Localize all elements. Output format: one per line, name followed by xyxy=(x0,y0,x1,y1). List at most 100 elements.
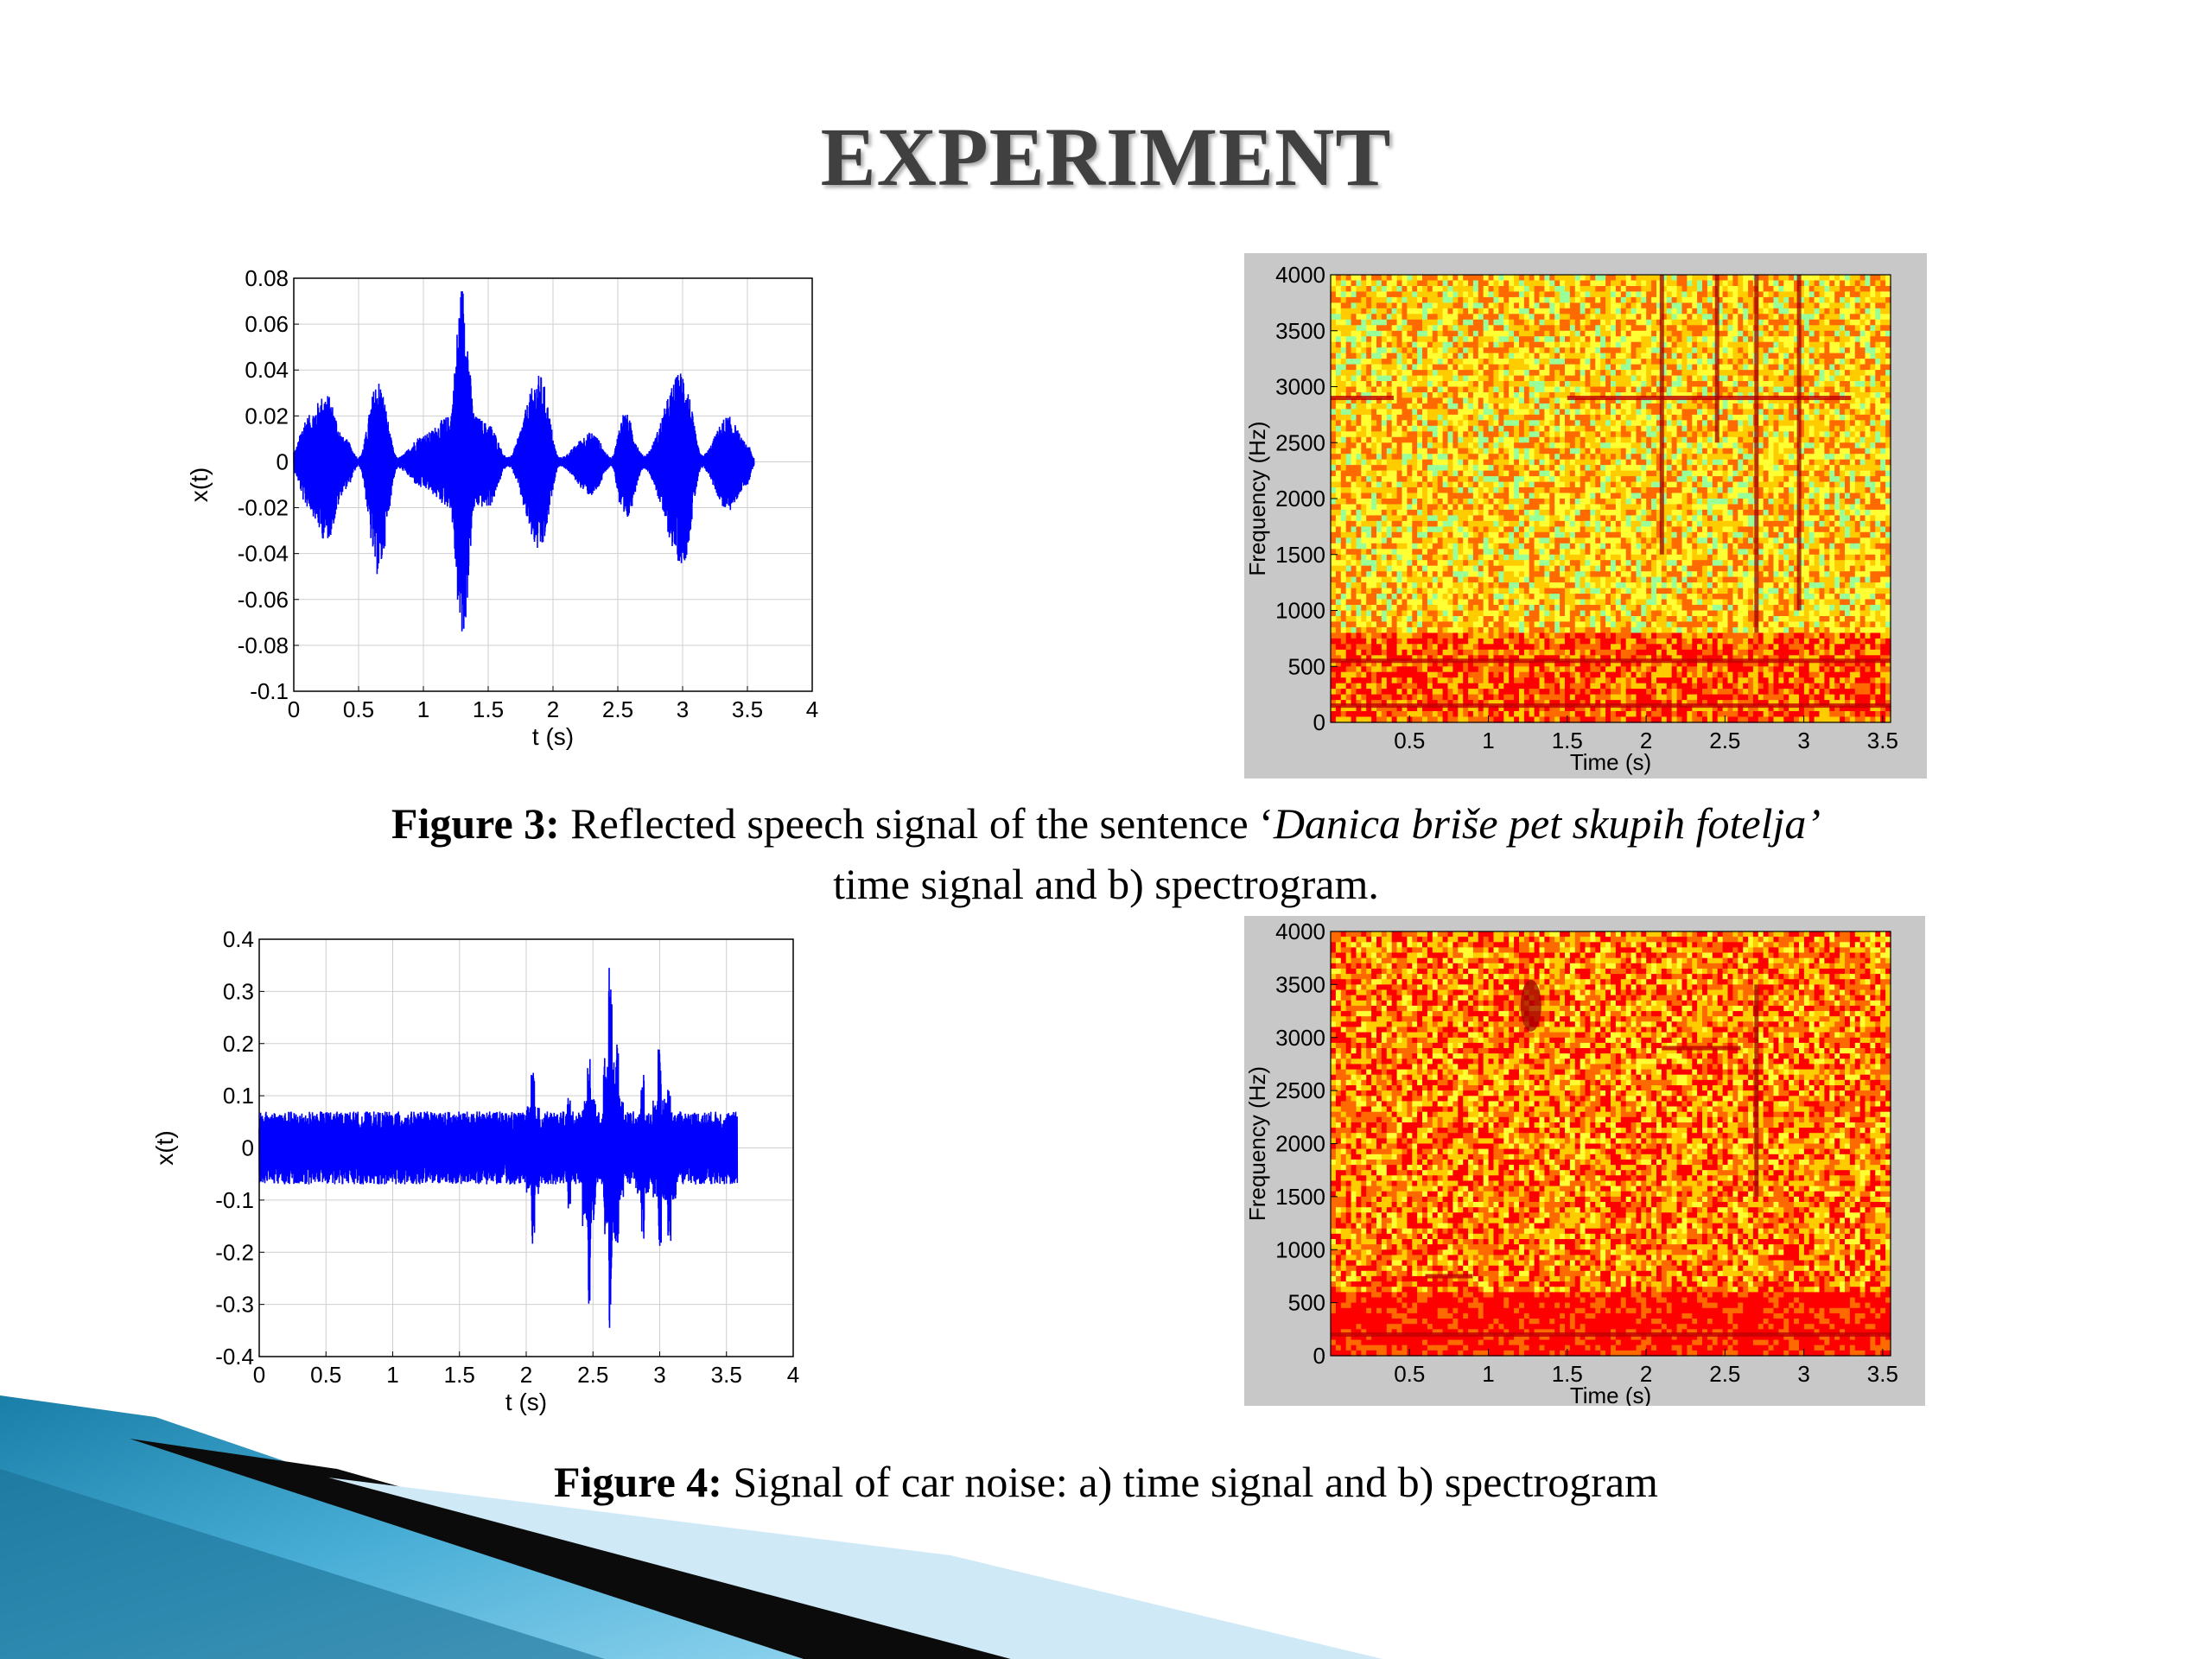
spectrogram-cell xyxy=(1345,403,1352,410)
spectrogram-cell xyxy=(1534,425,1541,432)
spectrogram-cell xyxy=(1585,308,1591,315)
spectrogram-cell xyxy=(1523,302,1530,309)
spectrogram-cell xyxy=(1580,599,1586,606)
spectrogram-cell xyxy=(1523,436,1530,443)
spectrogram-cell xyxy=(1483,621,1490,628)
spectrogram-cell xyxy=(1514,409,1520,416)
spectrogram-cell xyxy=(1539,560,1545,567)
spectrogram-cell xyxy=(1335,353,1342,359)
spectrogram-cell xyxy=(1641,325,1647,332)
spectrogram-cell xyxy=(1560,319,1566,326)
spectrogram-cell xyxy=(1590,364,1596,371)
spectrogram-cell xyxy=(1463,700,1469,707)
spectrogram-cell xyxy=(1376,330,1382,337)
spectrogram-cell xyxy=(1468,705,1474,712)
spectrogram-cell xyxy=(1345,308,1352,315)
spectrogram-cell xyxy=(1488,420,1495,427)
spectrogram-cell xyxy=(1514,526,1520,533)
spectrogram-cell xyxy=(1331,638,1337,645)
spectrogram-cell xyxy=(1498,504,1504,511)
spectrogram-cell xyxy=(1340,414,1347,421)
spectrogram-cell xyxy=(1442,504,1449,511)
spectrogram-cell xyxy=(1452,448,1459,454)
spectrogram-cell xyxy=(1565,325,1571,332)
spectrogram-cell xyxy=(1498,565,1504,572)
spectrogram-cell xyxy=(1432,386,1439,393)
spectrogram-cell xyxy=(1498,397,1504,404)
spectrogram-cell xyxy=(1605,700,1611,707)
spectrogram-cell xyxy=(1529,470,1535,477)
spectrogram-cell xyxy=(1636,325,1642,332)
spectrogram-cell xyxy=(1615,319,1622,326)
spectrogram-cell xyxy=(1376,370,1382,377)
spectrogram-cell xyxy=(1590,644,1596,651)
spectrogram-cell xyxy=(1514,414,1520,421)
spectrogram-cell xyxy=(1452,515,1459,522)
spectrogram-cell xyxy=(1493,392,1499,399)
spectrogram-cell xyxy=(1442,397,1449,404)
spectrogram-cell xyxy=(1452,599,1459,606)
spectrogram-cell xyxy=(1630,470,1637,477)
spectrogram-cell xyxy=(1351,576,1357,583)
spectrogram-cell xyxy=(1493,677,1499,684)
spectrogram-cell xyxy=(1361,465,1367,472)
spectrogram-cell xyxy=(1565,632,1571,639)
spectrogram-cell xyxy=(1488,689,1495,696)
spectrogram-cell xyxy=(1437,370,1444,377)
spectrogram-cell xyxy=(1514,543,1520,550)
spectrogram-cell xyxy=(1641,425,1647,432)
spectrogram-cell xyxy=(1371,549,1377,556)
spectrogram-cell xyxy=(1335,325,1342,332)
spectrogram-cell xyxy=(1549,560,1555,567)
spectrogram-cell xyxy=(1554,308,1560,315)
spectrogram-cell xyxy=(1625,576,1632,583)
spectrogram-cell xyxy=(1590,504,1596,511)
spectrogram-cell xyxy=(1427,493,1433,499)
spectrogram-cell xyxy=(1488,621,1495,628)
spectrogram-cell xyxy=(1600,576,1606,583)
spectrogram-cell xyxy=(1565,644,1571,651)
spectrogram-cell xyxy=(1432,515,1439,522)
spectrogram-cell xyxy=(1565,319,1571,326)
spectrogram-cell xyxy=(1432,610,1439,617)
spectrogram-cell xyxy=(1386,330,1393,337)
spectrogram-cell xyxy=(1585,431,1591,438)
spectrogram-cell xyxy=(1345,632,1352,639)
spectrogram-cell xyxy=(1472,499,1479,505)
spectrogram-cell xyxy=(1422,476,1428,483)
spectrogram-cell xyxy=(1407,291,1413,298)
spectrogram-cell xyxy=(1503,314,1510,321)
spectrogram-cell xyxy=(1412,308,1418,315)
spectrogram-cell xyxy=(1331,543,1337,550)
spectrogram-cell xyxy=(1493,565,1499,572)
spectrogram-cell xyxy=(1381,660,1388,667)
spectrogram-cell xyxy=(1549,448,1555,454)
spectrogram-cell xyxy=(1636,515,1642,522)
spectrogram-cell xyxy=(1514,554,1520,561)
spectrogram-cell xyxy=(1580,644,1586,651)
spectrogram-cell xyxy=(1335,442,1342,449)
spectrogram-cell xyxy=(1565,409,1571,416)
spectrogram-cell xyxy=(1351,504,1357,511)
spectrogram-cell xyxy=(1458,397,1464,404)
spectrogram-cell xyxy=(1340,599,1347,606)
spectrogram-cell xyxy=(1386,403,1393,410)
spectrogram-cell xyxy=(1615,594,1622,601)
spectrogram-cell xyxy=(1463,660,1469,667)
spectrogram-cell xyxy=(1620,599,1627,606)
spectrogram-cell xyxy=(1478,644,1484,651)
spectrogram-cell xyxy=(1396,605,1403,612)
spectrogram-cell xyxy=(1472,481,1479,488)
spectrogram-cell xyxy=(1611,275,1617,282)
spectrogram-cell xyxy=(1407,336,1413,343)
spectrogram-cell xyxy=(1554,436,1560,443)
spectrogram-cell xyxy=(1620,605,1627,612)
spectrogram-cell xyxy=(1376,493,1382,499)
spectrogram-cell xyxy=(1386,543,1393,550)
spectrogram-cell xyxy=(1386,610,1393,617)
spectrogram-cell xyxy=(1478,330,1484,337)
spectrogram-cell xyxy=(1605,599,1611,606)
spectrogram-cell xyxy=(1503,689,1510,696)
spectrogram-cell xyxy=(1351,314,1357,321)
spectrogram-cell xyxy=(1641,420,1647,427)
